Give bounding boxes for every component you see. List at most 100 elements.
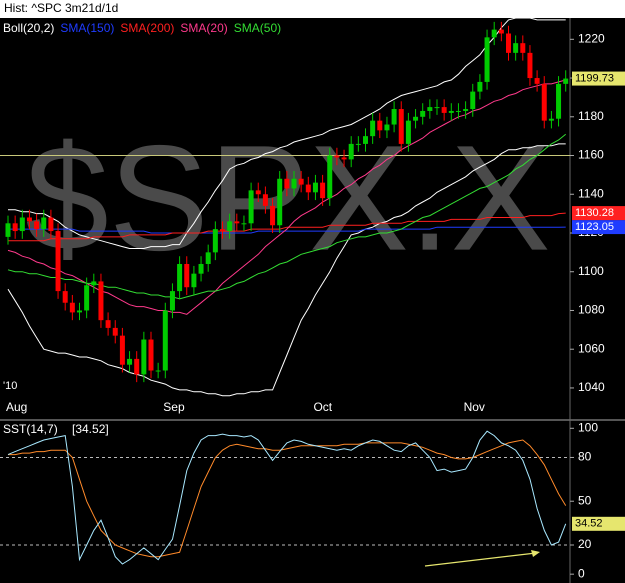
candle-body [413,116,419,121]
candle-body [48,217,54,232]
candle-body [520,43,526,53]
candle-body [55,231,61,292]
candle-body [26,217,32,222]
price-tag-label: 1199.73 [575,72,614,84]
price-tag [572,71,625,86]
candle-body [498,29,504,34]
candle-body [119,335,125,365]
candle-body [398,109,404,144]
candle-body [470,91,476,110]
candle-body [127,358,133,365]
legend-entry: SMA(200) [120,21,174,35]
candle-body [506,33,511,53]
candle-body [305,184,311,193]
candle-body [434,107,440,109]
candle-body [41,217,47,230]
price-tag-label: 1130.28 [575,207,614,219]
candle-body [234,221,240,224]
stoch-title: SST(14,7) [3,422,58,436]
arrow-head [531,550,540,557]
candle-body [34,221,40,230]
band-lower [7,143,566,397]
candle-body [277,178,283,226]
candle-body [19,217,25,232]
candle-body [205,252,211,264]
y-tick-label: 1160 [578,148,604,162]
candle-body [484,37,490,82]
y-tick-label: 1080 [578,303,605,317]
candle-body [5,223,11,237]
price-tag-label: 34.52 [575,518,603,530]
y-tick-label: 1100 [578,264,604,278]
y-tick-label: 1180 [578,109,604,123]
candle-body [541,83,547,121]
candle-body [141,339,147,375]
sma-line [8,212,566,242]
price-tag [572,516,625,531]
candle-body [320,182,326,199]
candle-body [363,136,368,144]
candle-body [155,370,161,372]
candle-body [198,263,204,274]
candle-body [255,190,261,195]
y-tick-label: 1040 [578,380,605,394]
candle-body [212,229,218,253]
candle-body [270,205,276,226]
x-tick-label: Nov [464,400,485,414]
candle-body [69,302,75,313]
window-title: Hist: ^SPC 3m21d/1d [4,1,118,15]
candle-body [348,143,354,160]
candle-body [12,223,18,232]
candle-body [341,157,347,160]
y-tick-label: 100 [578,420,598,434]
candle-body [162,310,168,371]
year-label: '10 [3,380,17,392]
legend-entry: SMA(20) [180,21,227,35]
legend-entry: Boll(20,2) [3,21,54,35]
y-tick-label: 20 [578,537,592,551]
candle-body [312,182,318,193]
candle-body [77,310,82,313]
candle-body [441,107,447,113]
y-tick-label: 1220 [578,31,605,45]
candle-body [334,155,340,158]
candle-body [548,118,554,121]
candle-body [420,110,426,117]
candle-body [248,190,254,224]
candle-body [556,83,562,119]
candle-body [91,281,97,286]
candle-body [220,229,225,232]
price-tag [572,206,625,221]
candle-body [241,223,247,225]
watermark: $SPX.X [25,114,550,282]
candle-body [191,273,197,288]
candle-body [112,327,118,336]
candle-body [477,81,483,92]
y-tick-label: 1060 [578,341,605,355]
sma-line [8,226,566,234]
candle-body [455,110,461,112]
candle-body [563,78,569,84]
y-tick-label: 1140 [578,186,604,200]
band-upper [8,17,566,249]
title-bar [0,0,625,18]
candle-body [327,155,333,199]
x-tick-label: Aug [6,400,27,414]
candle-body [534,78,540,84]
candle-body [148,339,154,371]
candle-body [284,178,290,189]
candle-body [513,43,519,53]
legend-entry: SMA(150) [60,21,114,35]
candle-body [177,263,183,292]
price-tag-label: 1123.05 [575,221,614,233]
candle-body [405,120,411,144]
candle-body [298,178,304,185]
candle-body [62,291,68,303]
x-tick-label: Oct [313,400,332,414]
candle-body [448,110,454,113]
candle-body [184,263,190,288]
candle-body [98,281,104,321]
candle-body [370,120,376,137]
candle-body [134,358,140,375]
